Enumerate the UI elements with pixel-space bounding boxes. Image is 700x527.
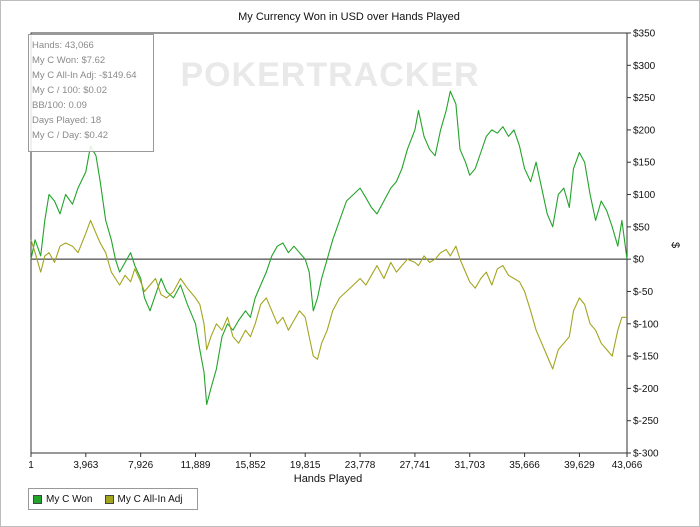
chart-title: My Currency Won in USD over Hands Played — [238, 11, 460, 23]
y-tick-label: $100 — [633, 190, 656, 201]
stat-line: My C / Day: $0.42 — [32, 130, 109, 141]
legend-item[interactable]: My C All-In Adj — [104, 493, 183, 505]
legend-label: My C Won — [46, 493, 93, 505]
y-tick-label: $50 — [633, 222, 650, 233]
x-axis-label: Hands Played — [294, 473, 363, 485]
x-tick-label: 1 — [28, 460, 34, 471]
x-tick-label: 11,889 — [181, 460, 211, 471]
y-tick-label: $-250 — [633, 416, 659, 427]
stat-line: My C / 100: $0.02 — [32, 85, 107, 96]
stat-line: My C All-In Adj: -$149.64 — [32, 70, 137, 81]
legend-swatch — [104, 494, 114, 504]
y-tick-label: $-50 — [633, 287, 653, 298]
x-tick-label: 35,666 — [509, 460, 540, 471]
y-tick-label: $0 — [633, 255, 645, 266]
series-line-my-c-won — [30, 90, 628, 406]
y-tick-label: $-200 — [633, 384, 659, 395]
x-tick-label: 15,852 — [235, 460, 266, 471]
x-tick-label: 7,926 — [128, 460, 153, 471]
stat-line: Days Played: 18 — [32, 115, 102, 126]
y-axis-label: $ — [669, 242, 681, 248]
legend-item[interactable]: My C Won — [33, 494, 93, 505]
legend-label: My C All-In Adj — [117, 493, 183, 505]
y-tick-label: $200 — [633, 125, 656, 136]
legend: My C Won My C All-In Adj — [28, 488, 198, 510]
y-tick-label: $350 — [633, 29, 656, 40]
stat-line: My C Won: $7.62 — [32, 55, 106, 66]
x-tick-label: 39,629 — [564, 460, 595, 471]
y-tick-label: $300 — [633, 61, 656, 72]
x-tick-label: 27,741 — [400, 460, 431, 471]
y-tick-label: $-100 — [633, 319, 659, 330]
x-tick-label: 23,778 — [345, 460, 376, 471]
y-tick-label: $150 — [633, 158, 656, 169]
x-tick-label: 3,963 — [73, 460, 98, 471]
x-tick-label: 43,066 — [612, 460, 643, 471]
plot-border — [30, 32, 628, 454]
y-tick-label: $250 — [633, 93, 656, 104]
stat-line: Hands: 43,066 — [32, 40, 94, 51]
stats-box: Hands: 43,066 My C Won: $7.62 My C All-In … — [28, 34, 154, 152]
watermark-logo: POKERTRACKER — [180, 56, 479, 94]
stat-line: BB/100: 0.09 — [32, 100, 87, 111]
x-tick-label: 19,815 — [290, 460, 321, 471]
plot-area: 1 3,963 7,926 11,889 15,852 19,815 23,778 27,74… — [28, 29, 659, 472]
y-tick-label: $-150 — [633, 352, 659, 363]
legend-swatch — [33, 494, 42, 504]
series-line-my-c-all-in-adj — [30, 219, 627, 370]
y-tick-label: $-300 — [633, 449, 659, 460]
x-tick-label: 31,703 — [454, 460, 485, 471]
